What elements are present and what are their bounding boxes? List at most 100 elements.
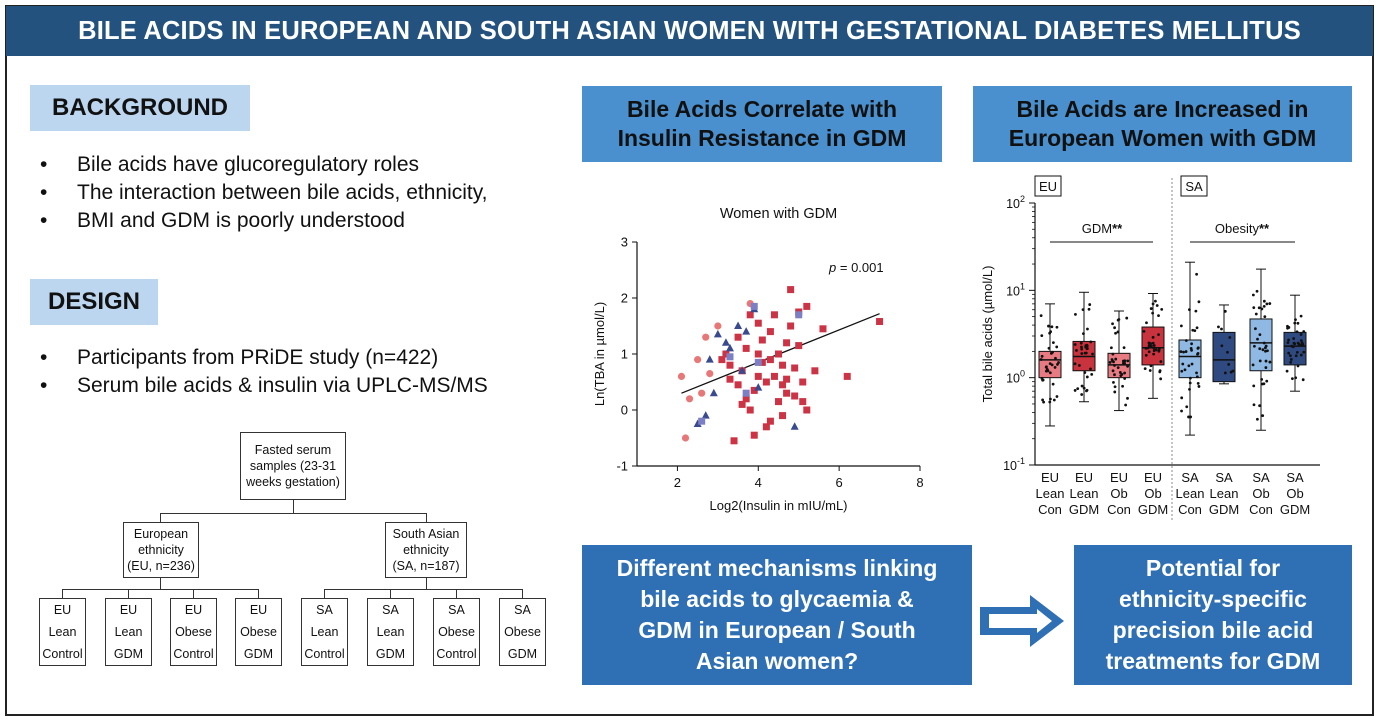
data-dot xyxy=(1152,353,1155,356)
data-dot xyxy=(1086,376,1089,379)
flow-leaf-eu-obese-control: EU Obese Control xyxy=(170,598,217,666)
y-tick-exponent: 0 xyxy=(1020,369,1025,379)
scatter-point xyxy=(819,325,826,332)
data-dot xyxy=(1080,393,1083,396)
connector xyxy=(160,513,426,514)
connector xyxy=(390,589,391,598)
x-category-label: GDM xyxy=(1138,502,1168,517)
data-dot xyxy=(1158,348,1161,351)
data-dot xyxy=(1123,372,1126,375)
data-dot xyxy=(1042,379,1045,382)
data-dot xyxy=(1180,324,1183,327)
data-dot xyxy=(1159,377,1162,380)
data-dot xyxy=(1230,371,1233,374)
flow-sa-line: ethnicity xyxy=(403,542,449,558)
data-dot xyxy=(1123,359,1126,362)
data-dot xyxy=(1090,373,1093,376)
panel1-heading: Bile Acids Correlate with Insulin Resist… xyxy=(582,86,942,162)
background-bullet: The interaction between bile acids, ethn… xyxy=(32,179,488,207)
data-dot xyxy=(1258,306,1261,309)
data-dot xyxy=(1082,308,1085,311)
data-dot xyxy=(1198,300,1201,303)
data-dot xyxy=(1195,372,1198,375)
data-dot xyxy=(1265,360,1268,363)
scatter-point xyxy=(775,351,782,358)
data-dot xyxy=(1196,347,1199,350)
data-dot xyxy=(1150,364,1153,367)
data-dot xyxy=(1041,355,1044,358)
data-dot xyxy=(1196,375,1199,378)
x-category-label: SA xyxy=(1252,470,1270,485)
data-dot xyxy=(1194,310,1197,313)
scatter-point xyxy=(791,365,798,372)
scatter-point xyxy=(743,345,750,352)
data-dot xyxy=(1123,362,1126,365)
x-category-label: Ob xyxy=(1286,486,1303,501)
data-dot xyxy=(1080,342,1083,345)
data-dot xyxy=(1148,341,1151,344)
question-line: GDM in European / South xyxy=(638,615,915,646)
data-dot xyxy=(1287,352,1290,355)
y-tick-base: 10 xyxy=(1006,197,1020,211)
data-dot xyxy=(1302,378,1305,381)
scatter-point xyxy=(771,311,778,318)
connector xyxy=(522,589,523,598)
data-dot xyxy=(1198,385,1201,388)
x-category-label: EU xyxy=(1041,470,1059,485)
scatter-point xyxy=(799,379,806,386)
scatter-point xyxy=(694,356,701,363)
scatter-point xyxy=(803,407,810,414)
potential-line: Potential for xyxy=(1146,553,1280,584)
data-dot xyxy=(1056,363,1059,366)
data-dot xyxy=(1259,360,1262,363)
data-dot xyxy=(1268,302,1271,305)
data-dot xyxy=(1049,398,1052,401)
design-bullet: Serum bile acids & insulin via UPLC-MS/M… xyxy=(32,372,488,400)
scatter-point xyxy=(706,370,713,377)
significance-label: Obesity** xyxy=(1215,221,1270,236)
scatter-point xyxy=(698,390,705,397)
scatter-point xyxy=(747,311,754,318)
data-dot xyxy=(1114,332,1117,335)
data-dot xyxy=(1185,339,1188,342)
data-dot xyxy=(1287,339,1290,342)
scatter-point xyxy=(714,330,722,338)
data-dot xyxy=(1190,342,1193,345)
data-dot xyxy=(1184,368,1187,371)
data-dot xyxy=(1252,384,1255,387)
scatter-point xyxy=(678,373,685,380)
data-dot xyxy=(1260,378,1263,381)
data-dot xyxy=(1298,343,1301,346)
data-dot xyxy=(1126,359,1129,362)
x-category-label: Lean xyxy=(1036,486,1065,501)
data-dot xyxy=(1089,368,1092,371)
connector xyxy=(456,589,457,598)
data-dot xyxy=(1185,405,1188,408)
data-dot xyxy=(1152,303,1155,306)
scatter-point xyxy=(726,362,733,369)
x-tick-label: 8 xyxy=(916,475,923,490)
data-dot xyxy=(1085,389,1088,392)
y-tick-base: 10 xyxy=(1006,372,1020,386)
data-dot xyxy=(1126,365,1129,368)
data-dot xyxy=(1182,351,1185,354)
x-category-label: Ob xyxy=(1144,486,1161,501)
panel1-heading-line: Bile Acids Correlate with xyxy=(627,95,897,124)
data-dot xyxy=(1120,373,1123,376)
scatter-point xyxy=(754,383,762,391)
data-dot xyxy=(1217,326,1220,329)
data-dot xyxy=(1088,303,1091,306)
data-dot xyxy=(1300,354,1303,357)
data-dot xyxy=(1157,314,1160,317)
data-dot xyxy=(1145,321,1148,324)
data-dot xyxy=(1258,347,1261,350)
scatter-point xyxy=(714,322,721,329)
data-dot xyxy=(1111,358,1114,361)
data-dot xyxy=(1040,358,1043,361)
flow-leaf-sa-obese-control: SA Obese Control xyxy=(433,598,480,666)
data-dot xyxy=(1144,367,1147,370)
data-dot xyxy=(1112,353,1115,356)
flow-sa-box: South Asian ethnicity (SA, n=187) xyxy=(385,522,467,578)
flow-root-box: Fasted serum samples (23-31 weeks gestat… xyxy=(240,432,346,500)
x-tick-label: 4 xyxy=(755,475,762,490)
